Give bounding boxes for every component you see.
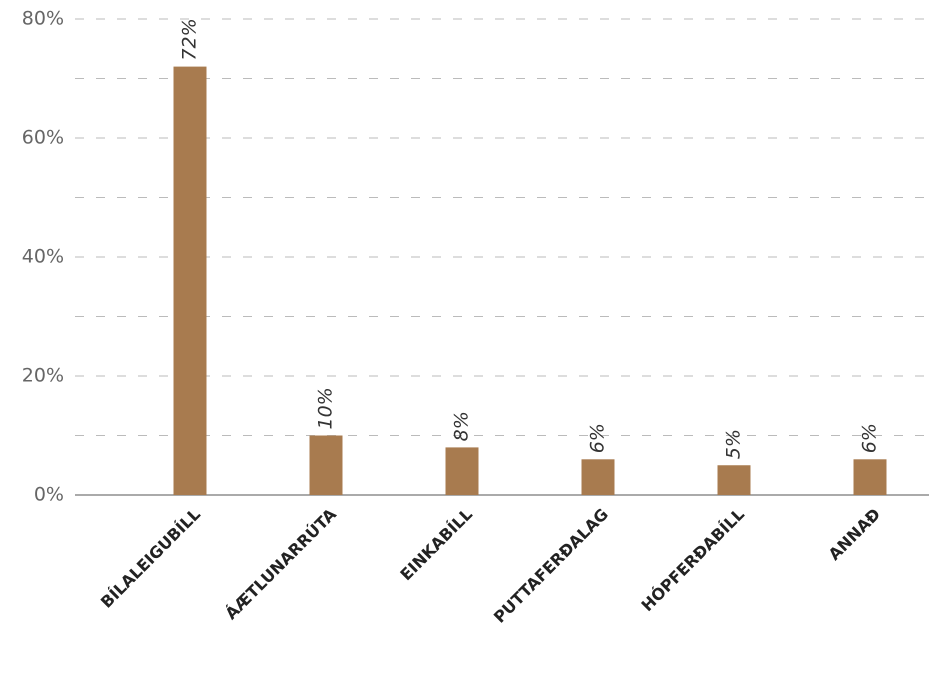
bar (853, 459, 887, 495)
y-tick-label: 20% (22, 365, 64, 387)
value-label: 8% (451, 411, 473, 441)
y-tick-label: 40% (22, 246, 64, 268)
x-tick-label: EINKABÍLL (396, 505, 476, 585)
bar (309, 435, 343, 495)
y-tick-label: 0% (34, 484, 64, 506)
bar (717, 465, 751, 495)
value-label: 10% (315, 387, 337, 429)
bar (581, 459, 615, 495)
value-label: 6% (859, 423, 881, 453)
value-label: 6% (587, 423, 609, 453)
bar (173, 66, 207, 495)
x-tick-label: BÍLALEIGUBÍLL (97, 505, 204, 612)
bar (445, 447, 479, 495)
x-tick-label: ÁÆTLUNARRÚTA (221, 504, 340, 623)
y-tick-label: 60% (22, 127, 64, 149)
y-tick-label: 80% (22, 8, 64, 30)
x-tick-label: PUTTAFERÐALAG (490, 505, 612, 627)
x-tick-label: HÓPFERÐABÍLL (638, 505, 748, 615)
value-label: 5% (723, 429, 745, 459)
x-tick-label: ANNAÐ (825, 505, 884, 564)
value-label: 72% (179, 18, 201, 60)
